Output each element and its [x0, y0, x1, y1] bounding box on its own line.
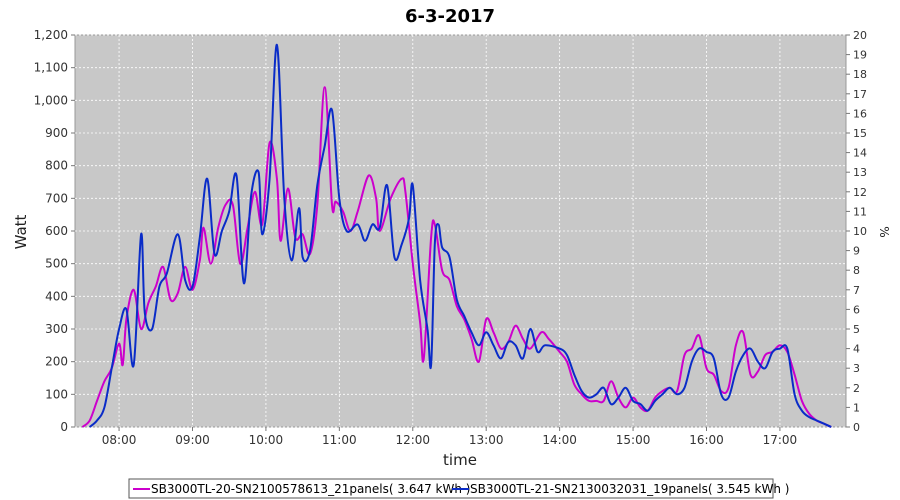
y2-tick-label-18: 18	[853, 68, 867, 81]
x-tick-label-8: 16:00	[689, 433, 724, 447]
y-tick-label-12: 1,200	[34, 28, 68, 42]
legend: SB3000TL-20-SN2100578613_21panels( 3.647…	[128, 478, 789, 499]
y-axis-left: 0 100 200 300 400 500 600 700 800 900 1,000 1,100 1,…	[34, 28, 75, 434]
y2-tick-label-15: 15	[853, 127, 867, 140]
y2-tick-label-2: 2	[853, 382, 860, 395]
y2-tick-label-1: 1	[853, 401, 860, 414]
x-tick-label-3: 11:00	[322, 433, 357, 447]
legend-label-series-1: SB3000TL-20-SN2100578613_21panels( 3.647…	[151, 482, 470, 496]
x-tick-label-0: 08:00	[102, 433, 137, 447]
y-tick-label-3: 300	[45, 322, 68, 336]
y2-tick-label-7: 7	[853, 284, 860, 297]
y-tick-label-9: 900	[45, 126, 68, 140]
x-tick-label-2: 10:00	[249, 433, 284, 447]
x-axis: 08:00 09:00 10:00 11:00 12:00 13:00 14:00 15:00…	[102, 427, 797, 447]
y-axis-label: Watt	[12, 214, 30, 249]
y2-tick-label-3: 3	[853, 362, 860, 375]
y-tick-label-7: 700	[45, 191, 68, 205]
x-tick-label-9: 17:00	[763, 433, 798, 447]
x-tick-label-6: 14:00	[542, 433, 577, 447]
y2-tick-label-16: 16	[853, 107, 867, 120]
y-tick-label-6: 600	[45, 224, 68, 238]
y-tick-label-8: 800	[45, 159, 68, 173]
x-tick-label-4: 12:00	[395, 433, 430, 447]
y2-tick-label-14: 14	[853, 147, 867, 160]
y-tick-label-2: 200	[45, 355, 68, 369]
y-tick-label-1: 100	[45, 387, 68, 401]
y-tick-label-11: 1,100	[34, 61, 68, 75]
y2-tick-label-9: 9	[853, 245, 860, 258]
x-axis-label: time	[443, 451, 477, 469]
y2-tick-label-20: 20	[853, 29, 867, 42]
y2-tick-label-19: 19	[853, 49, 867, 62]
x-tick-label-1: 09:00	[175, 433, 210, 447]
y2-tick-label-4: 4	[853, 343, 860, 356]
y2-tick-label-0: 0	[853, 421, 860, 434]
legend-label-series-2: SB3000TL-21-SN2130032031_19panels( 3.545…	[470, 482, 789, 496]
series-group	[81, 43, 832, 428]
y-tick-label-5: 500	[45, 257, 68, 271]
series-line-2	[89, 43, 832, 428]
y2-tick-label-8: 8	[853, 264, 860, 277]
y-tick-label-4: 400	[45, 289, 68, 303]
y2-tick-label-5: 5	[853, 323, 860, 336]
x-tick-label-5: 13:00	[469, 433, 504, 447]
y2-tick-label-6: 6	[853, 303, 860, 316]
y2-tick-label-11: 11	[853, 205, 867, 218]
grid	[75, 34, 846, 428]
y2-tick-label-10: 10	[853, 225, 867, 238]
y2-tick-label-13: 13	[853, 166, 867, 179]
chart-title: 6-3-2017	[405, 6, 495, 27]
y2-axis-label: %	[877, 226, 891, 237]
legend-box	[128, 478, 774, 499]
y2-tick-label-17: 17	[853, 88, 867, 101]
y2-tick-label-12: 12	[853, 186, 867, 199]
y-tick-label-10: 1,000	[34, 93, 68, 107]
x-tick-label-7: 15:00	[616, 433, 651, 447]
y-tick-label-0: 0	[60, 420, 68, 434]
